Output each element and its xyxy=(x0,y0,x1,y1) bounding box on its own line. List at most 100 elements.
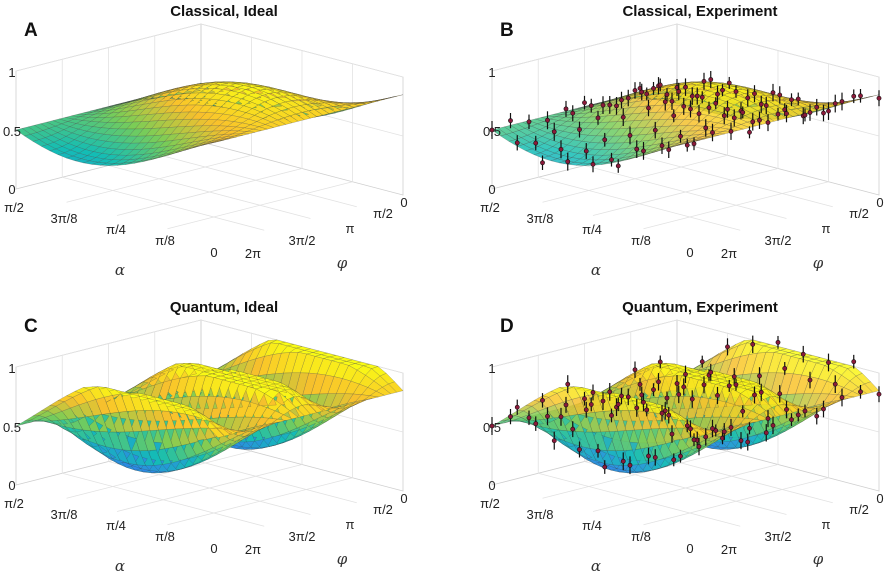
data-point xyxy=(646,105,651,111)
alpha-tick-label: 0 xyxy=(686,245,693,260)
data-point xyxy=(588,402,594,407)
z-axis-ticks: 0 0.5 1 xyxy=(3,65,21,197)
data-point xyxy=(691,437,697,443)
data-point xyxy=(669,98,675,104)
z-axis-ticks: 0 0.5 1 xyxy=(483,65,501,197)
data-point xyxy=(782,366,788,371)
z-tick-label: 0.5 xyxy=(483,124,501,139)
data-point xyxy=(646,453,651,459)
surface-plot xyxy=(491,339,880,474)
data-point xyxy=(582,396,587,402)
z-tick-label: 0 xyxy=(488,182,495,197)
data-point xyxy=(858,93,863,99)
data-point xyxy=(514,404,520,410)
data-point xyxy=(684,142,690,148)
phi-tick-label: π/2 xyxy=(373,502,393,517)
panel-d: D Quantum, Experiment 0 0.5 1 π/2 3π/8 π… xyxy=(480,299,884,575)
data-point xyxy=(725,106,730,112)
data-point xyxy=(726,383,732,389)
data-point xyxy=(657,359,663,365)
data-point xyxy=(582,100,587,106)
floor-gridline xyxy=(154,153,357,208)
phi-axis-label: φ xyxy=(337,550,348,568)
data-point xyxy=(681,103,687,109)
data-point xyxy=(802,408,808,414)
alpha-tick-label: π/8 xyxy=(631,233,651,248)
data-point xyxy=(763,430,769,436)
phi-axis-ticks: 0 π/2 π 3π/2 2π xyxy=(721,491,884,557)
data-point xyxy=(708,77,714,82)
phi-tick-label: 3π/2 xyxy=(288,233,315,248)
data-point xyxy=(763,103,769,108)
floor-gridline xyxy=(592,464,779,512)
phi-tick-label: 2π xyxy=(245,246,261,261)
data-point xyxy=(765,416,771,421)
floor-gridline xyxy=(167,181,353,230)
data-point xyxy=(740,110,746,115)
alpha-tick-label: π/8 xyxy=(155,529,175,544)
data-point xyxy=(725,344,730,350)
data-point xyxy=(713,100,719,106)
data-point xyxy=(710,130,715,135)
data-point xyxy=(558,146,564,152)
data-point xyxy=(489,423,495,429)
alpha-axis-ticks: π/2 3π/8 π/4 π/8 0 xyxy=(480,496,694,556)
data-point xyxy=(609,413,614,418)
data-point xyxy=(728,425,734,430)
data-point xyxy=(721,113,727,119)
data-point xyxy=(699,359,705,365)
alpha-tick-label: 3π/8 xyxy=(50,507,77,522)
data-point xyxy=(688,106,693,112)
data-point xyxy=(726,80,732,86)
data-point xyxy=(807,377,813,383)
data-point xyxy=(666,412,672,418)
data-point xyxy=(701,78,707,84)
surface-plot xyxy=(15,339,404,474)
data-point xyxy=(639,89,645,95)
data-point xyxy=(570,110,576,116)
data-point xyxy=(664,92,670,97)
data-point xyxy=(784,407,789,412)
data-point xyxy=(826,360,831,365)
phi-tick-label: 3π/2 xyxy=(288,529,315,544)
data-point xyxy=(832,101,838,106)
floor-gridline xyxy=(167,477,353,526)
data-point xyxy=(588,103,594,109)
data-point xyxy=(876,391,882,397)
data-point xyxy=(731,374,737,380)
alpha-tick-label: π/4 xyxy=(106,222,126,237)
data-point xyxy=(733,382,739,388)
alpha-tick-label: π/2 xyxy=(480,496,500,511)
phi-axis-ticks: 0 π/2 π 3π/2 2π xyxy=(245,195,408,261)
panel-title: Classical, Experiment xyxy=(622,3,777,20)
floor-gridline xyxy=(116,168,303,216)
data-point xyxy=(750,341,756,347)
panel-a: A Classical, Ideal 0 0.5 1 π/2 3π/8 π/4 … xyxy=(3,3,408,279)
data-point xyxy=(620,114,626,120)
data-point xyxy=(540,397,545,403)
alpha-tick-label: 3π/8 xyxy=(50,211,77,226)
data-point xyxy=(770,90,776,96)
data-point xyxy=(784,111,789,116)
data-point xyxy=(656,379,661,385)
alpha-tick-label: π/4 xyxy=(106,518,126,533)
data-point xyxy=(745,95,751,101)
data-point xyxy=(651,86,656,91)
data-point xyxy=(839,395,845,400)
alpha-tick-label: π/4 xyxy=(582,518,602,533)
data-point xyxy=(765,120,771,125)
data-point xyxy=(583,407,589,413)
phi-tick-label: 2π xyxy=(721,246,737,261)
phi-axis-ticks: 0 π/2 π 3π/2 2π xyxy=(721,195,884,261)
phi-axis-label: φ xyxy=(813,254,824,272)
data-point xyxy=(662,99,668,105)
data-point xyxy=(681,384,687,390)
data-point xyxy=(634,405,640,411)
data-point xyxy=(669,431,675,437)
z-tick-label: 0 xyxy=(8,478,15,493)
alpha-tick-label: 3π/8 xyxy=(526,507,553,522)
z-axis-ticks: 0 0.5 1 xyxy=(3,361,21,493)
panel-letter: C xyxy=(24,316,38,337)
data-point xyxy=(602,137,608,143)
